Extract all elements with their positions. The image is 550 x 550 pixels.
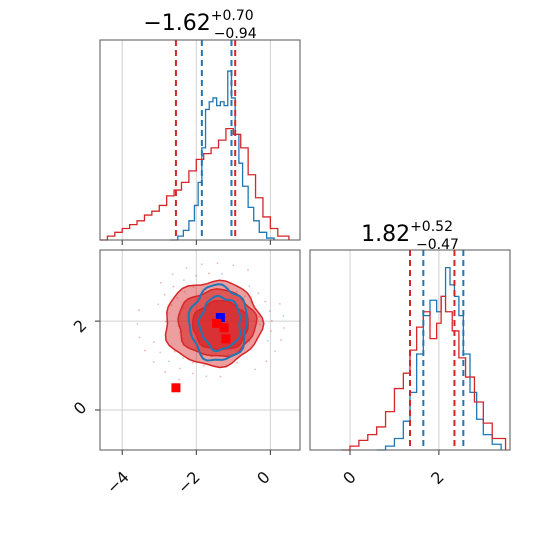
marker (171, 383, 181, 393)
x-tick-label: 2 (427, 467, 448, 488)
scatter-point (170, 304, 173, 306)
scatter-point (270, 320, 273, 322)
x-tick-label: −2 (174, 467, 204, 497)
scatter-point (191, 372, 194, 375)
scatter-point (182, 357, 184, 359)
scatter-point (265, 360, 268, 363)
marker (215, 313, 225, 323)
scatter-point (221, 272, 223, 275)
scatter-point (216, 262, 219, 265)
blue-contour (197, 294, 242, 353)
scatter-point (195, 274, 197, 277)
scatter-point (183, 290, 186, 293)
scatter-point (258, 323, 261, 326)
scatter-point (278, 302, 281, 305)
scatter-point (202, 364, 205, 367)
scatter-point (172, 285, 175, 288)
scatter-point (183, 279, 185, 282)
x-tick-label: 0 (339, 467, 360, 488)
marker (221, 334, 231, 344)
scatter-point (202, 354, 204, 357)
marker (212, 318, 222, 328)
marker (219, 323, 229, 333)
scatter-point (159, 281, 162, 284)
scatter-point (282, 314, 285, 317)
scatter-point (173, 350, 176, 353)
scatter-point (244, 295, 246, 298)
scatter-point (176, 296, 179, 299)
x-tick-label: −4 (103, 467, 133, 497)
joint-contour-panel (95, 249, 301, 455)
y-tick-label: 2 (70, 316, 91, 337)
axis-frame (99, 39, 301, 241)
scatter-point (143, 349, 146, 352)
scatter-point (165, 320, 167, 323)
scatter-point (138, 309, 140, 312)
histogram-series (341, 295, 507, 451)
y-tick-label: 0 (70, 398, 91, 419)
scatter-point (171, 273, 174, 276)
scatter-point (254, 368, 257, 371)
marginal-histogram-y (309, 249, 511, 455)
scatter-point (163, 293, 166, 296)
scatter-point (270, 330, 272, 332)
axis-frame (99, 249, 301, 451)
scatter-point (264, 300, 267, 303)
top-panel-title: −1.62+0.70 −0.94 (143, 8, 256, 42)
marginal-histogram-x (99, 39, 301, 245)
scatter-point (159, 351, 162, 354)
scatter-point (257, 292, 260, 295)
scatter-point (219, 375, 222, 378)
scatter-point (268, 310, 271, 312)
blue-contour (187, 283, 249, 362)
scatter-point (179, 367, 181, 370)
scatter-point (236, 290, 238, 293)
scatter-point (266, 339, 269, 342)
scatter-point (257, 315, 260, 318)
scatter-point (164, 371, 167, 373)
scatter-point (274, 350, 276, 353)
scatter-point (247, 268, 249, 271)
scatter-point (280, 339, 282, 341)
scatter-point (152, 361, 155, 364)
scatter-point (282, 327, 285, 329)
scatter-point (136, 323, 139, 325)
scatter-point (152, 341, 155, 344)
histogram-series (100, 127, 290, 241)
scatter-point (168, 360, 170, 363)
scatter-point (232, 264, 235, 267)
scatter-point (138, 336, 141, 339)
scatter-point (185, 267, 188, 269)
scatter-point (191, 361, 194, 364)
scatter-point (192, 286, 195, 289)
x-tick-label: 0 (253, 467, 274, 488)
scatter-point (157, 303, 160, 306)
scatter-point (200, 263, 203, 266)
axis-frame (309, 249, 511, 451)
scatter-point (236, 361, 239, 364)
scatter-point (178, 378, 181, 381)
scatter-point (205, 375, 208, 378)
right-panel-title: 1.82+0.52 −0.47 (361, 219, 459, 253)
scatter-point (248, 285, 251, 288)
histogram-series (170, 70, 275, 241)
scatter-point (207, 272, 210, 275)
